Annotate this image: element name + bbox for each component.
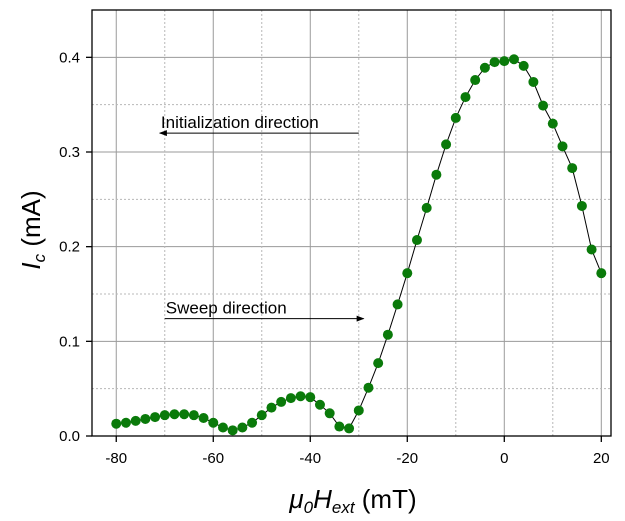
- data-point: [519, 61, 529, 71]
- data-point: [315, 400, 325, 410]
- data-point: [354, 405, 364, 415]
- data-point: [451, 113, 461, 123]
- x-tick-label: 0: [500, 450, 508, 467]
- data-point: [509, 54, 519, 64]
- data-point: [490, 57, 500, 67]
- x-tick-label: -60: [202, 450, 224, 467]
- data-point: [266, 403, 276, 413]
- data-point: [121, 418, 131, 428]
- data-point: [140, 414, 150, 424]
- x-tick-label: -20: [396, 450, 418, 467]
- y-tick-labels: 0.0 0.1 0.2 0.3 0.4: [59, 49, 80, 445]
- data-point: [393, 299, 403, 309]
- data-point: [557, 141, 567, 151]
- data-point: [567, 163, 577, 173]
- x-tick-label: -40: [299, 450, 321, 467]
- data-point: [325, 408, 335, 418]
- data-point: [334, 422, 344, 432]
- grid: [92, 10, 611, 436]
- y-tick-label: 0.0: [59, 428, 80, 445]
- data-point: [548, 119, 558, 129]
- data-point: [131, 416, 141, 426]
- data-point: [296, 391, 306, 401]
- data-point: [422, 203, 432, 213]
- data-point: [208, 418, 218, 428]
- data-point: [528, 77, 538, 87]
- data-point: [383, 330, 393, 340]
- data-point: [431, 170, 441, 180]
- data-point: [276, 397, 286, 407]
- data-point: [199, 413, 209, 423]
- data-point: [160, 410, 170, 420]
- y-tick-label: 0.3: [59, 144, 80, 161]
- data-point: [286, 393, 296, 403]
- y-tick-label: 0.2: [59, 239, 80, 256]
- data-point: [237, 422, 247, 432]
- data-point: [169, 409, 179, 419]
- data-point: [499, 56, 509, 66]
- data-point: [344, 423, 354, 433]
- data-point: [596, 268, 606, 278]
- data-point: [179, 409, 189, 419]
- data-point: [111, 419, 121, 429]
- annotation-label: Initialization direction: [161, 113, 319, 132]
- data-point: [218, 422, 228, 432]
- data-point: [363, 383, 373, 393]
- data-point: [373, 358, 383, 368]
- data-point: [538, 101, 548, 111]
- data-point: [228, 425, 238, 435]
- data-point: [470, 75, 480, 85]
- data-point: [577, 201, 587, 211]
- data-point: [480, 63, 490, 73]
- data-point: [257, 410, 267, 420]
- plot-frame: [92, 10, 611, 436]
- x-tick-label: -80: [105, 450, 127, 467]
- x-tick-labels: -80 -60 -40 -20 0 20: [105, 450, 609, 467]
- data-point: [150, 412, 160, 422]
- data-point: [441, 139, 451, 149]
- data-point: [247, 418, 257, 428]
- data-point: [587, 245, 597, 255]
- data-point: [305, 392, 315, 402]
- annotation-label: Sweep direction: [166, 299, 287, 318]
- y-axis-title: Ic (mA): [16, 190, 49, 269]
- data-point: [402, 268, 412, 278]
- x-axis-title: μ0Hext (mT): [288, 484, 416, 517]
- data-point: [189, 410, 199, 420]
- data-point: [460, 92, 470, 102]
- x-tick-label: 20: [593, 450, 610, 467]
- y-tick-label: 0.4: [59, 49, 80, 66]
- y-tick-label: 0.1: [59, 333, 80, 350]
- data-point: [412, 235, 422, 245]
